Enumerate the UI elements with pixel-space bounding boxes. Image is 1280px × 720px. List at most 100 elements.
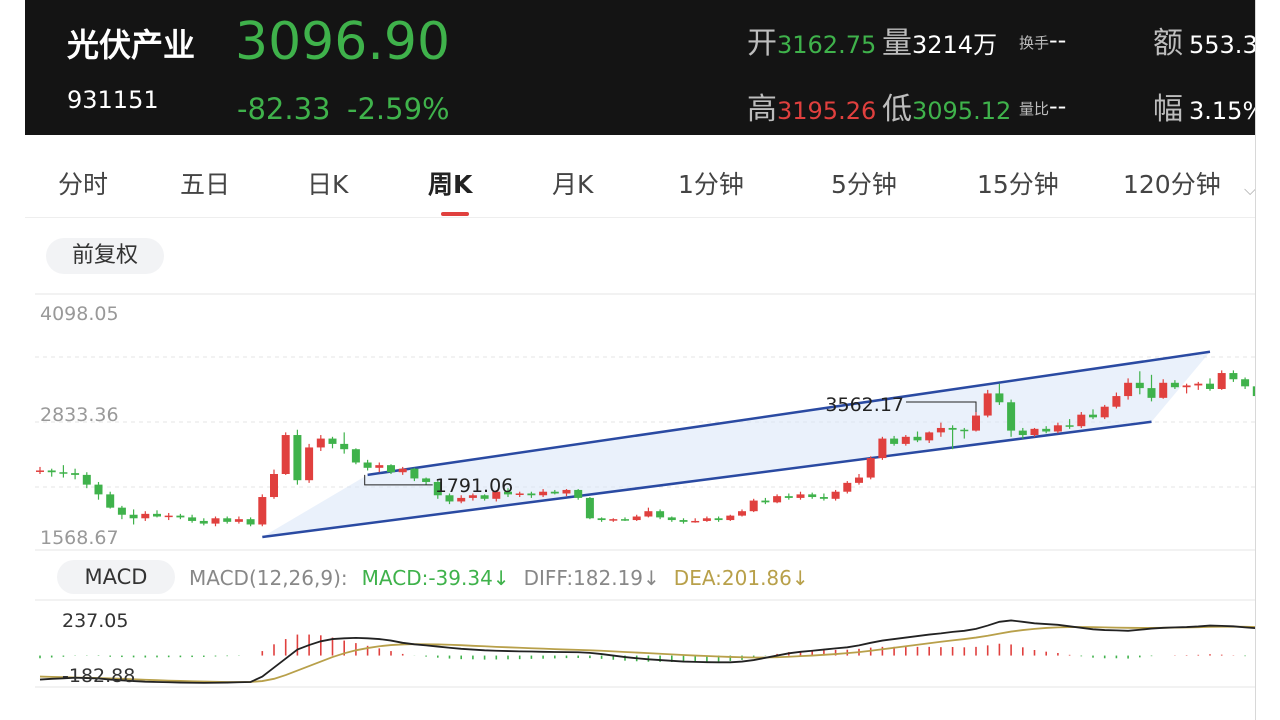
amplitude-label: 幅 — [1153, 92, 1183, 127]
tab-five-day[interactable]: 五日 — [180, 170, 231, 199]
candle-body — [714, 518, 723, 521]
candle-body — [925, 432, 934, 441]
chevron-down-icon[interactable]: ⌵ — [1244, 180, 1257, 199]
vol-ratio-value: -- — [1049, 92, 1067, 120]
candle-body — [1147, 388, 1156, 398]
candle-body — [246, 519, 255, 525]
candle-body — [855, 477, 863, 483]
high-label: 高 — [747, 92, 777, 127]
tab-intraday[interactable]: 分时 — [58, 170, 109, 199]
candle-body — [936, 427, 945, 433]
open-value: 3162.75 — [777, 31, 877, 59]
candle-body — [1053, 425, 1062, 432]
candle-body — [1170, 382, 1179, 388]
tab-120min[interactable]: 120分钟 — [1123, 170, 1221, 199]
left-frame — [0, 0, 25, 720]
candle-body — [281, 435, 290, 475]
stat-high: 高3195.26 — [747, 84, 876, 128]
macd-readout: MACD(12,26,9): MACD:-39.34↓ DIFF:182.19↓ DE… — [189, 566, 823, 590]
stat-volume: 量3214万 — [882, 18, 997, 62]
macd-value: MACD:-39.34↓ — [361, 566, 510, 590]
candle-body — [36, 470, 44, 472]
candle-body — [316, 438, 325, 448]
candle-body — [176, 515, 185, 518]
candle-body — [866, 458, 875, 478]
macd-grid — [35, 599, 1255, 688]
price-axis: 4098.05 2833.36 1568.67 — [40, 303, 119, 549]
stat-vol-ratio: 量比-- — [1019, 92, 1066, 120]
grid — [35, 293, 1255, 551]
stat-open: 开3162.75 — [747, 18, 876, 62]
candle-body — [609, 519, 618, 521]
annotation-leader — [364, 474, 433, 486]
candle-body — [784, 496, 793, 498]
candle-body — [621, 519, 629, 521]
tab-15min[interactable]: 15分钟 — [977, 170, 1059, 199]
candle-body — [644, 511, 653, 517]
candle-body — [504, 491, 512, 495]
low-label: 低 — [882, 92, 912, 127]
candle-body — [328, 438, 337, 444]
candle-body — [1112, 396, 1121, 407]
candle-body — [129, 514, 138, 519]
candle-body — [796, 494, 805, 498]
candle-body — [679, 520, 688, 522]
candle-body — [492, 491, 501, 499]
vol-ratio-label: 量比 — [1019, 100, 1050, 118]
candle-body — [1100, 406, 1109, 418]
candle-body — [738, 511, 746, 516]
adjust-button[interactable]: 前复权 — [46, 238, 164, 274]
candle-body — [1089, 414, 1097, 418]
price-tick-label: 1568.67 — [40, 527, 119, 549]
candle-body — [960, 429, 969, 432]
price-tick-label: 4098.05 — [40, 303, 119, 325]
candle-body — [457, 497, 466, 502]
candle-body — [1217, 373, 1226, 389]
index-name: 光伏产业 — [67, 26, 196, 64]
high-value: 3195.26 — [777, 97, 877, 125]
candle-body — [199, 520, 208, 524]
tab-monthly-k[interactable]: 月K — [552, 170, 594, 199]
channel-upper-line — [367, 350, 1211, 477]
candle-body — [831, 491, 840, 499]
price-annotations: 3562.17 1791.06 — [364, 394, 977, 497]
candle-body — [550, 491, 559, 494]
candle-body — [1135, 382, 1144, 389]
candle-body — [843, 482, 852, 492]
candle-body — [117, 507, 126, 515]
candle-body — [773, 496, 782, 503]
candle-body — [1007, 402, 1016, 431]
volume-value: 3214万 — [912, 31, 998, 59]
index-code: 931151 — [67, 86, 159, 114]
tab-daily-k[interactable]: 日K — [307, 170, 349, 199]
tab-5min[interactable]: 5分钟 — [831, 170, 897, 199]
stat-low: 低3095.12 — [882, 84, 1011, 128]
macd-tick-label: -182.88 — [62, 665, 135, 687]
candle-body — [702, 518, 711, 521]
candle-body — [445, 495, 454, 502]
tab-1min[interactable]: 1分钟 — [678, 170, 744, 199]
macd-indicator-button[interactable]: MACD — [57, 560, 175, 594]
candle-body — [223, 518, 232, 522]
candle-body — [351, 449, 360, 463]
candle-body — [410, 468, 419, 479]
candle-body — [153, 513, 161, 517]
candle-body — [749, 500, 758, 512]
candle-body — [1042, 428, 1051, 432]
tab-weekly-k[interactable]: 周K — [428, 170, 473, 199]
candle-body — [632, 516, 641, 521]
candle-body — [972, 415, 980, 431]
low-value: 3095.12 — [912, 97, 1012, 125]
candle-body — [270, 474, 278, 498]
turnover-value: -- — [1049, 26, 1067, 54]
last-price: 3096.90 — [235, 12, 451, 72]
candle-body — [480, 495, 489, 499]
stat-amount: 额 553.3 — [1153, 18, 1255, 62]
candle-body — [363, 462, 372, 468]
dea-value: DEA:201.86↓ — [673, 566, 809, 590]
candle-body — [234, 519, 243, 522]
channel-band — [262, 351, 1210, 537]
amount-value: 553.3 — [1189, 31, 1255, 59]
candle-body — [59, 472, 68, 474]
candle-body — [761, 500, 770, 503]
